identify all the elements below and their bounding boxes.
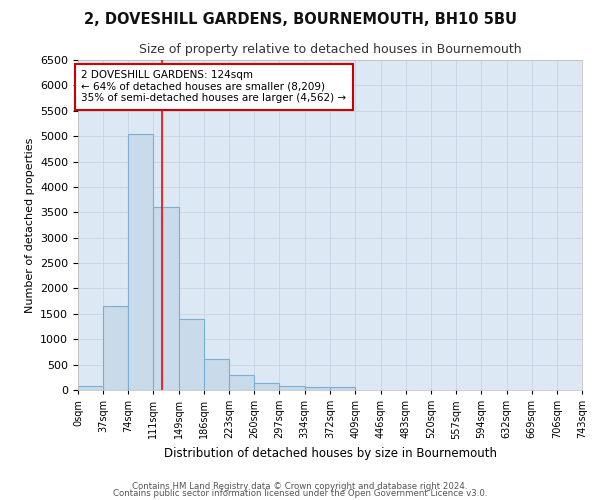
Bar [204, 359, 229, 390]
Bar [179, 319, 204, 390]
Text: Contains HM Land Registry data © Crown copyright and database right 2024.: Contains HM Land Registry data © Crown c… [132, 482, 468, 491]
Bar [128, 134, 153, 390]
Bar [254, 382, 280, 390]
Text: Contains public sector information licensed under the Open Government Licence v3: Contains public sector information licen… [113, 489, 487, 498]
X-axis label: Distribution of detached houses by size in Bournemouth: Distribution of detached houses by size … [163, 447, 497, 460]
Y-axis label: Number of detached properties: Number of detached properties [25, 138, 35, 312]
Bar [103, 306, 128, 390]
Bar [78, 386, 103, 390]
Text: 2, DOVESHILL GARDENS, BOURNEMOUTH, BH10 5BU: 2, DOVESHILL GARDENS, BOURNEMOUTH, BH10 … [83, 12, 517, 28]
Bar [153, 207, 179, 390]
Bar [305, 388, 331, 390]
Bar [331, 388, 355, 390]
Text: 2 DOVESHILL GARDENS: 124sqm
← 64% of detached houses are smaller (8,209)
35% of : 2 DOVESHILL GARDENS: 124sqm ← 64% of det… [82, 70, 347, 103]
Bar [280, 386, 305, 390]
Bar [229, 375, 254, 390]
Title: Size of property relative to detached houses in Bournemouth: Size of property relative to detached ho… [139, 43, 521, 56]
